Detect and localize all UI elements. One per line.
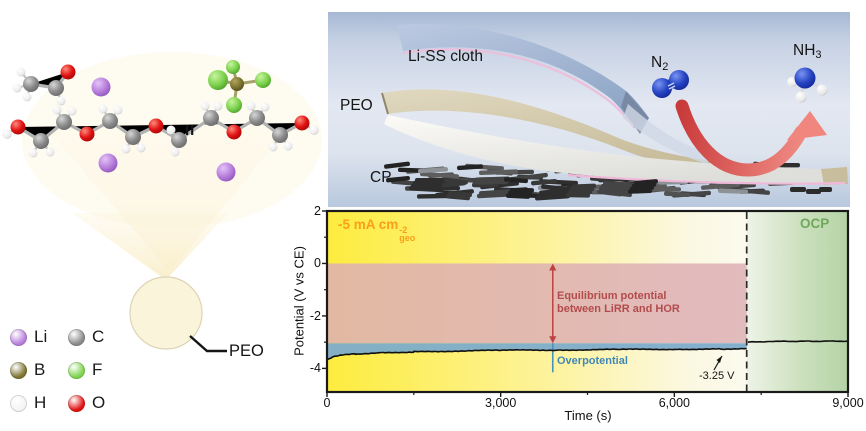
- cp-layer-label: CP: [370, 169, 392, 186]
- o-atom-icon: [68, 394, 85, 412]
- x-tick-label: 0: [323, 396, 331, 410]
- b-atom-icon: [10, 361, 27, 379]
- legend-item-c: C: [68, 327, 134, 347]
- equilibrium-region: [327, 263, 747, 344]
- y-tick-label: -2: [309, 308, 321, 323]
- h-atom-icon: [10, 394, 27, 412]
- peo-pointer-line: [189, 335, 227, 353]
- oxygen-atoms: [10, 64, 310, 142]
- sheet-pink-edge: [567, 173, 846, 185]
- overpotential-band: [327, 343, 747, 360]
- x-tick-label: 3,000: [485, 396, 517, 410]
- y-axis-title: Potential (V vs CE): [291, 246, 307, 356]
- nh3-label: NH3: [793, 42, 822, 61]
- n2-label: N2: [651, 54, 669, 73]
- ribbon-continuation: [623, 104, 708, 164]
- legend-label: B: [34, 360, 46, 379]
- legend-item-o: O: [68, 393, 134, 413]
- cell-schematic-panel: [328, 12, 850, 207]
- peo-sphere-label: PEO: [229, 342, 264, 360]
- legend-label: O: [92, 393, 106, 412]
- peo-molecule-illustration: [2, 52, 322, 353]
- lithium-ions: [91, 77, 236, 182]
- x-tick-label: 9,000: [832, 396, 864, 410]
- legend-label: C: [92, 327, 105, 346]
- legend-label: F: [92, 360, 103, 379]
- li-ss-cloth-pink-edge: [402, 48, 635, 128]
- equilibrium-potential-annotation: Equilibrium potential between LiRR and H…: [557, 290, 680, 315]
- li-atom-icon: [10, 328, 27, 346]
- n2-molecule-icon: [652, 70, 689, 98]
- x-axis-title: Time (s): [564, 408, 612, 423]
- hydrogen-atoms: [2, 67, 319, 158]
- ocp-annotation: OCP: [800, 216, 830, 231]
- reaction-arrow: [675, 99, 827, 177]
- f-atom-icon: [68, 361, 85, 379]
- y-tick-label: 0: [314, 256, 321, 271]
- peo-sphere: [129, 276, 203, 350]
- legend-label: Li: [34, 327, 48, 346]
- overpotential-annotation: Overpotential: [557, 355, 628, 367]
- legend-item-f: F: [68, 360, 134, 380]
- carbon-paper-fibers-front: [386, 175, 658, 201]
- atom-legend: Li C B F H O: [10, 327, 134, 413]
- c-atom-icon: [68, 328, 85, 346]
- y-tick-label: -4: [309, 361, 321, 376]
- carbon-paper-sliver: [790, 187, 832, 194]
- carbon-atoms: [23, 76, 288, 149]
- current-density-annotation: -5 mA cm -2 geo: [338, 217, 416, 243]
- cell-schematic-drawing: [381, 23, 848, 201]
- legend-item-li: Li: [10, 327, 68, 347]
- peo-ribbon-end-cap: [821, 167, 848, 185]
- li-ss-cloth-ribbon: [397, 23, 649, 129]
- ocp-curve: [747, 340, 849, 343]
- potential-curve: [326, 347, 747, 361]
- y-tick-label: 2: [314, 204, 321, 218]
- x-tick-label: 6,000: [658, 396, 690, 410]
- legend-item-b: B: [10, 360, 68, 380]
- repeat-unit-mark: II: [185, 122, 196, 139]
- nh3-molecule-icon: [787, 67, 828, 103]
- bf4-anion: [208, 60, 271, 113]
- peo-membrane-ribbon: [382, 89, 846, 183]
- final-potential-annotation: -3.25 V: [699, 370, 735, 382]
- legend-label: H: [34, 393, 47, 412]
- li-ss-cloth-label: Li-SS cloth: [408, 48, 483, 65]
- legend-item-h: H: [10, 393, 68, 413]
- peo-layer-label: PEO: [340, 97, 373, 114]
